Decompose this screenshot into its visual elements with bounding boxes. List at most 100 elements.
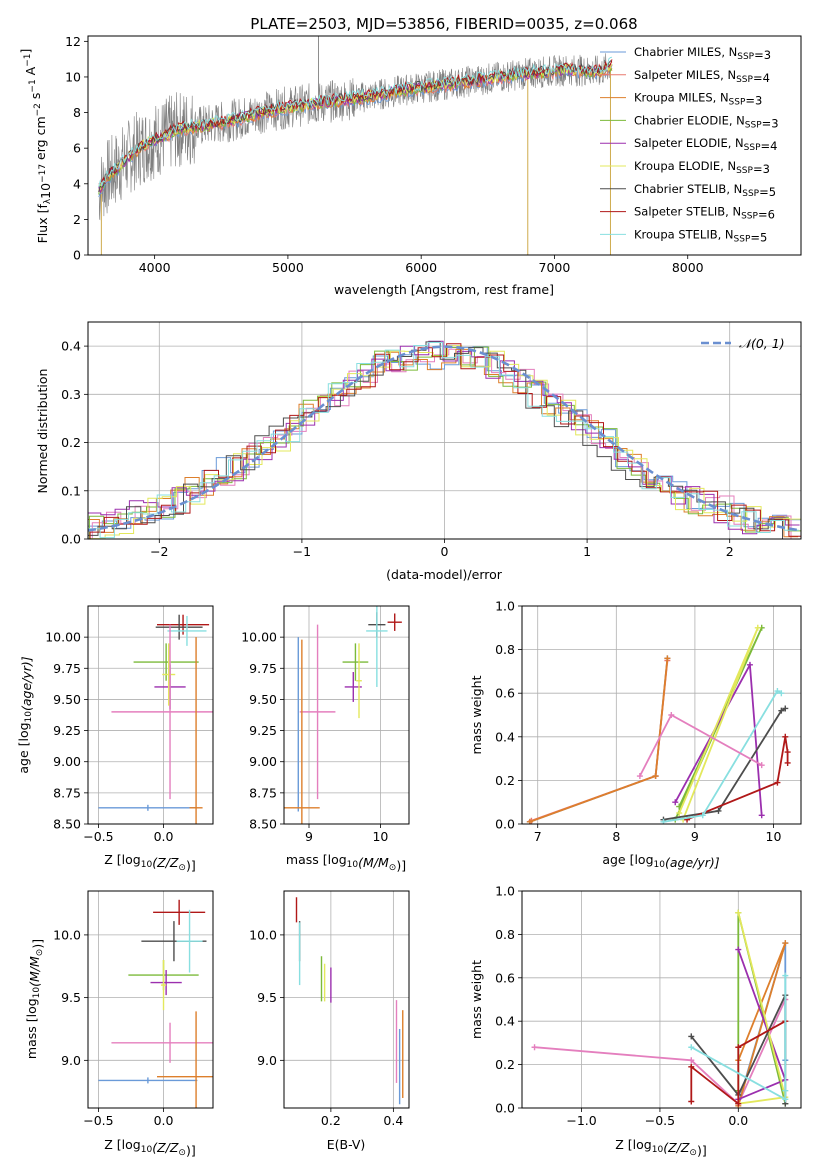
legend-label-part: Chabrier ELODIE, N [634, 113, 745, 127]
weight-series-line [690, 975, 787, 1101]
x-tick-label: 6000 [405, 260, 437, 275]
weight-point-marker [774, 688, 781, 695]
legend-label: Kroupa ELODIE, NSSP=3 [634, 159, 770, 176]
mass-z-axes-xlabel: Z [log10(Z/Z⊙)] [104, 1137, 195, 1158]
age-z-axes-xlabel-part: Z [log [104, 852, 140, 867]
weight-point-marker [778, 707, 785, 714]
weight-series-line [686, 736, 789, 821]
spectrum-ylabel-part: −1 [28, 79, 38, 92]
weight-point-marker [784, 749, 791, 756]
age-mass-axes-xlabel-part: )] [396, 858, 406, 873]
y-tick-label: 0.4 [495, 1014, 515, 1029]
legend-label-part: Chabrier MILES, N [634, 45, 737, 59]
y-tick-label: 9.75 [53, 661, 81, 676]
weight-age-axes-xlabel-part: 10 [654, 860, 666, 870]
histogram-series [88, 340, 800, 535]
residual-ylabel: Normed distribution [35, 369, 50, 494]
figure-title: PLATE=2503, MJD=53856, FIBERID=0035, z=0… [250, 15, 637, 33]
mass-ebv-axes: 0.2 0.4 9.0 9.5 10.0 E(B-V) [249, 890, 410, 1152]
weight-age-axes-ylabel: mass weight [469, 675, 484, 754]
y-tick-label: 0.0 [495, 817, 515, 832]
x-tick-label: −2 [150, 544, 168, 559]
spectrum-axes: 4000 5000 6000 7000 8000 0 2 4 6 8 10 12 wavelength … [18, 34, 802, 297]
legend-label-part: SSP [737, 52, 754, 62]
weight-point-marker [735, 946, 742, 953]
x-tick-label: 0.4 [383, 1113, 403, 1128]
model-spectrum-line [98, 56, 613, 187]
weight-point-marker [746, 661, 753, 668]
y-tick-label: 10.0 [53, 927, 81, 942]
x-tick-label: 9 [305, 829, 313, 844]
x-tick-label: 0.0 [154, 1113, 174, 1128]
y-tick-label: 9.25 [53, 723, 81, 738]
y-tick-label: 0.6 [495, 970, 515, 985]
spectrum-ylabel-part: −1 [23, 54, 33, 67]
mass-z-axes-xlabel-part: )] [186, 1143, 196, 1158]
weight-point-marker [664, 655, 671, 662]
weight-point-marker [688, 1057, 695, 1064]
legend-label-part: Salpeter ELODIE, N [634, 136, 744, 150]
weight-point-marker [784, 759, 791, 766]
legend-label-part: SSP [741, 212, 758, 222]
spectrum-ylabel-part: s [28, 93, 43, 104]
spectrum-ylabel-part: 10 [38, 183, 53, 199]
x-tick-label: 9 [691, 829, 699, 844]
legend-label: Chabrier STELIB, NSSP=5 [634, 182, 776, 199]
histogram-series [91, 348, 801, 539]
mass-z-axes-ylabel-part: ⊙ [35, 949, 45, 957]
legend-label-part: =5 [759, 185, 776, 199]
weight-series-line [529, 658, 669, 823]
spectrum-xlabel: wavelength [Angstrom, rest frame] [334, 282, 554, 297]
legend-label-part: SSP [742, 189, 759, 199]
x-tick-label: 4000 [139, 260, 171, 275]
y-tick-label: 8 [73, 105, 81, 120]
mass-z-axes: −0.5 0.09.09.510.0Z [log10(Z/Z⊙)]mass [lo… [24, 890, 214, 1158]
age-mass-axes-xlabel: mass [log10(M/M⊙)] [286, 852, 406, 873]
weight-point-marker [672, 799, 679, 806]
weight-z-axes-xlabel-part: 10 [652, 1145, 664, 1155]
weight-point-marker [676, 810, 683, 817]
x-tick-label: 0.0 [728, 1113, 748, 1128]
y-tick-label: 0.2 [495, 773, 515, 788]
y-tick-label: 9.00 [53, 754, 81, 769]
weight-z-axes-plot-area [531, 909, 789, 1108]
data-spectrum-line [98, 53, 611, 221]
mass-z-axes-ylabel-part: )] [30, 939, 45, 949]
y-tick-label: 0.4 [61, 339, 81, 354]
legend-label-part: SSP [744, 143, 761, 153]
weight-point-marker [688, 1044, 695, 1051]
residual-axes-plot-area [88, 340, 801, 539]
y-tick-label: 0.4 [495, 729, 515, 744]
x-tick-label: −0.5 [83, 1113, 113, 1128]
weight-point-marker [699, 812, 706, 819]
x-tick-label: 8 [612, 829, 620, 844]
y-tick-label: 9.50 [53, 692, 81, 707]
legend-label-part: =4 [753, 71, 770, 85]
weight-point-marker [754, 624, 761, 631]
legend-label: Salpeter STELIB, NSSP=6 [634, 205, 775, 222]
legend-label: 𝒩(0, 1) [739, 336, 785, 351]
spectrum-axes-frame [87, 35, 802, 256]
y-tick-label: 8.75 [53, 785, 81, 800]
y-tick-label: 9.0 [61, 1053, 81, 1068]
weight-point-marker [758, 762, 765, 769]
histogram-series [89, 343, 801, 539]
weight-z-axes: −1.0 −0.5 0.0 0.0 0.2 0.4 0.6 0.8 1.0 Z [log10(Z/… [469, 884, 802, 1158]
mass-z-axes-ylabel-part: (M/M [27, 956, 42, 987]
y-tick-label: 0.1 [61, 483, 81, 498]
spectrum-axes-plot-area [98, 36, 613, 255]
x-tick-label: 8000 [672, 260, 704, 275]
spectrum-ylabel-part: −2 [33, 103, 43, 116]
y-tick-label: 0.8 [495, 927, 515, 942]
histogram-series [88, 342, 799, 539]
x-tick-label: 7 [534, 829, 542, 844]
age-z-axes-xlabel-part: (Z/Z [152, 855, 179, 870]
model-spectrum-line [98, 63, 613, 190]
x-tick-label: 10 [372, 829, 388, 844]
legend-label: Chabrier ELODIE, NSSP=3 [634, 113, 779, 130]
weight-point-marker [688, 1063, 695, 1070]
y-tick-label: 1.0 [495, 599, 515, 614]
weight-age-axes-xlabel-part: age [log [602, 852, 653, 867]
mass-z-axes-xlabel-part: (Z/Z [152, 1140, 179, 1155]
